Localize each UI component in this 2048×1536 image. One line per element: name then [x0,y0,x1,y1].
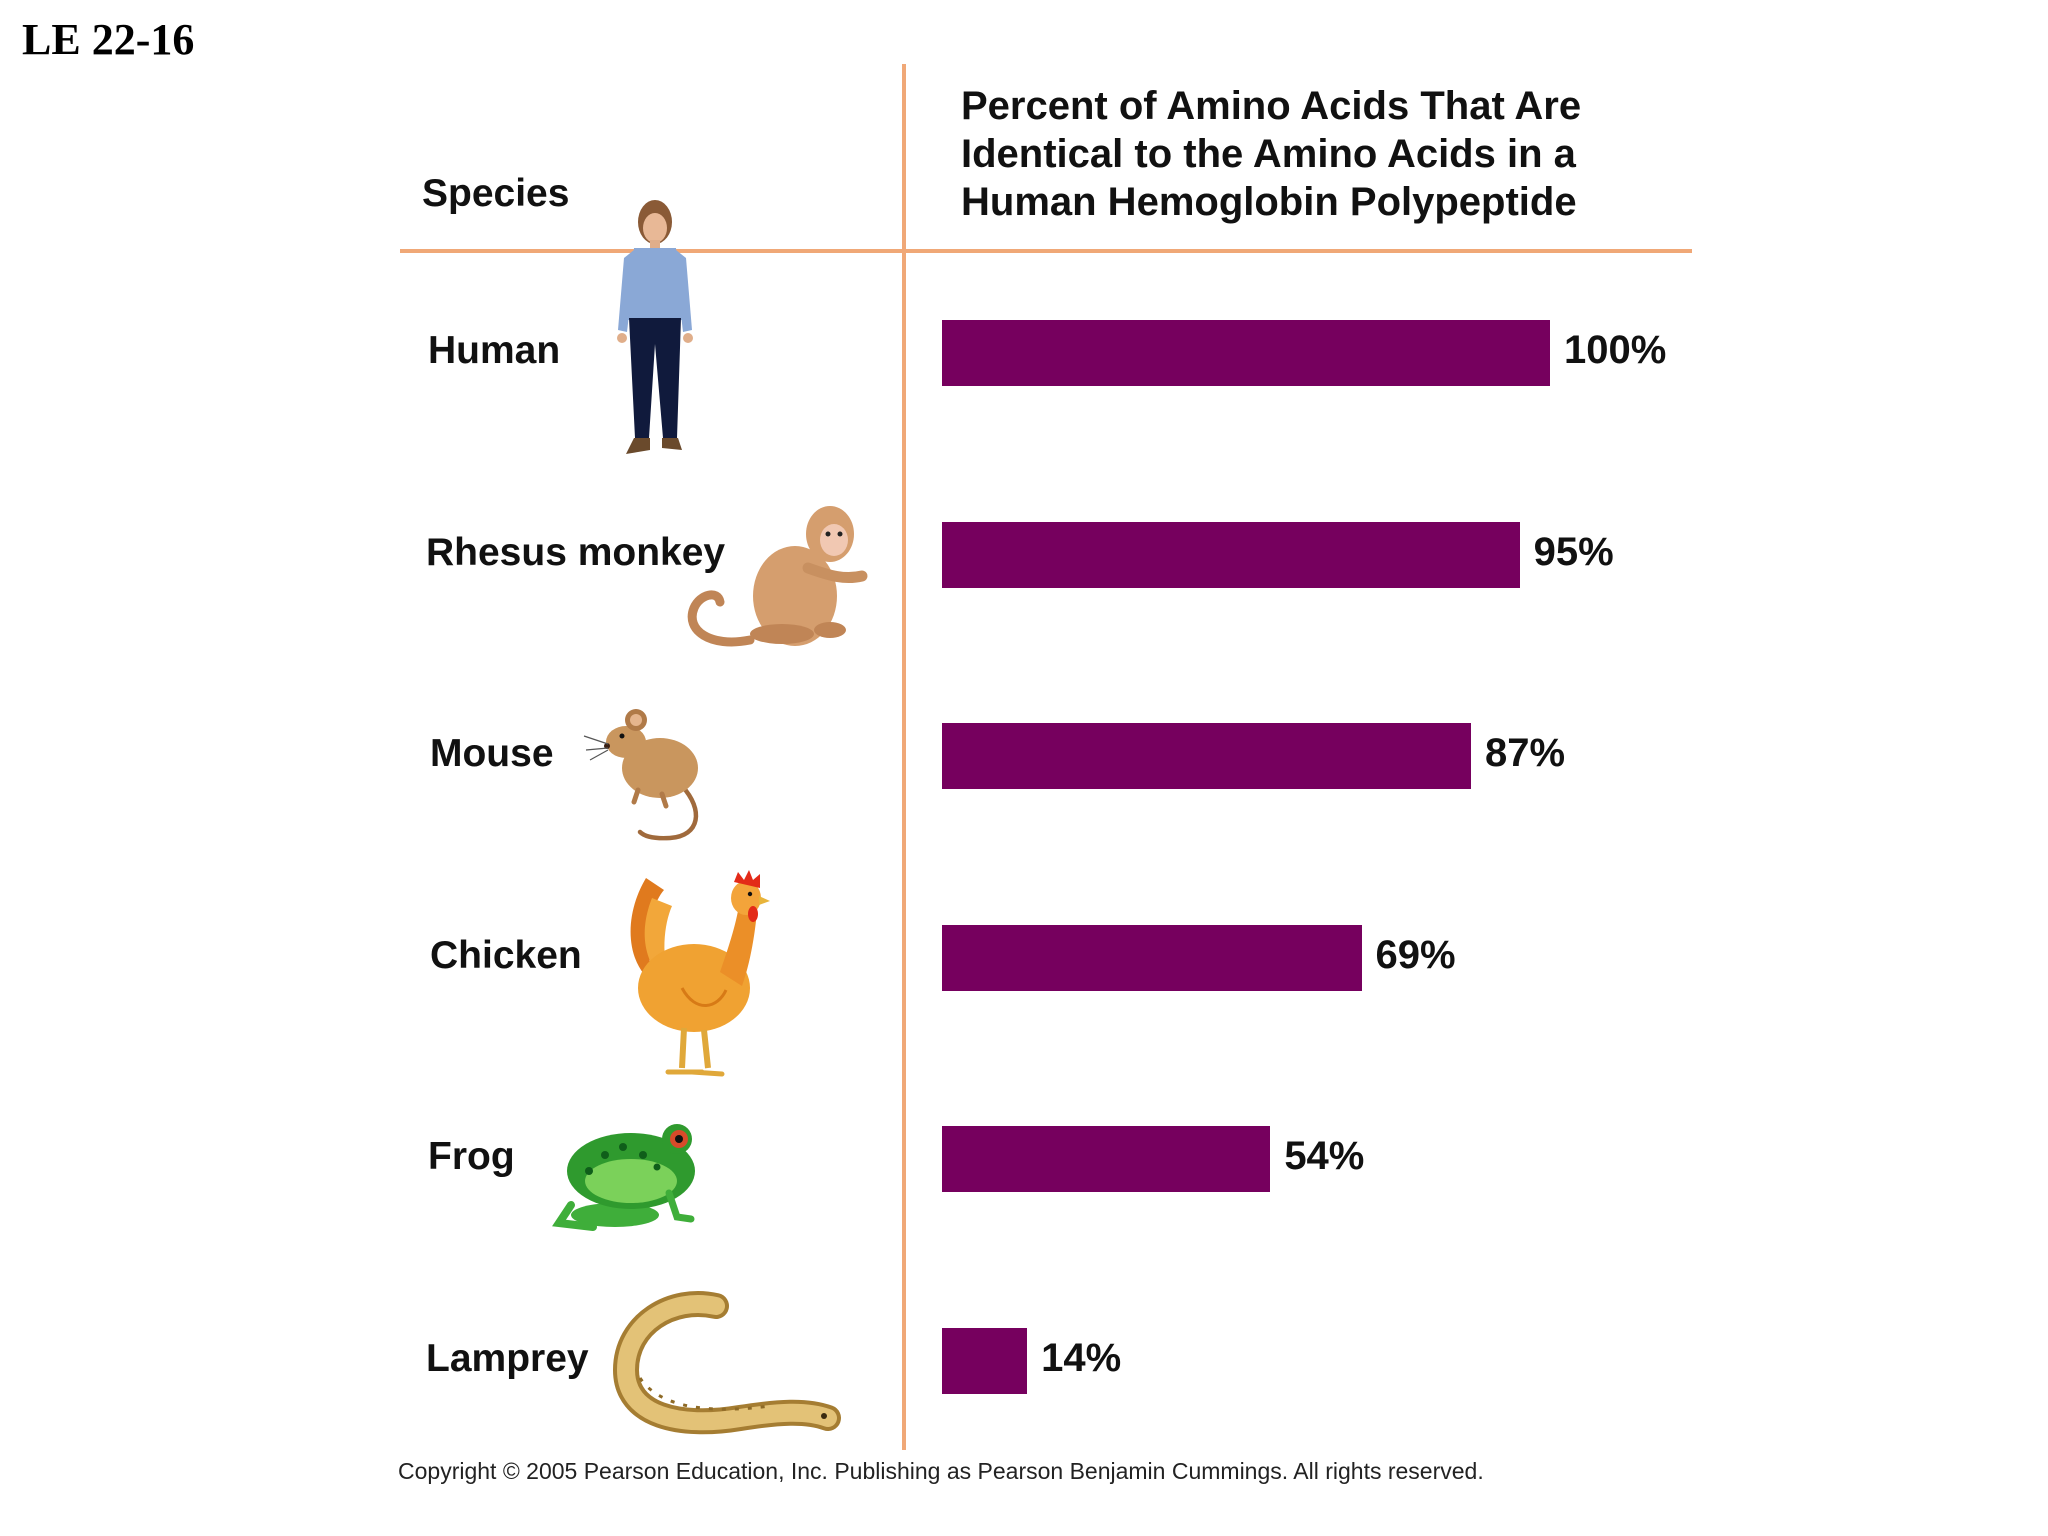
bar-chicken [942,924,1362,991]
value-label-rhesus-monkey: 95% [1533,529,1614,574]
column-divider [902,64,906,1450]
species-label-mouse: Mouse [430,732,554,775]
bar-frog [942,1126,1271,1192]
copyright-notice: Copyright © 2005 Pearson Education, Inc.… [398,1458,1484,1484]
value-label-lamprey: 14% [1041,1335,1122,1380]
chicken-icon [630,870,770,1077]
bar-mouse [942,723,1471,789]
bar-rhesus-monkey [942,521,1520,588]
human-icon [617,200,693,454]
rhesus-monkey-icon [687,506,868,647]
species-label-chicken: Chicken [430,933,582,977]
value-label-mouse: 87% [1484,731,1566,775]
frog-icon [552,1124,695,1231]
lamprey-icon [612,1291,841,1435]
species-label-rhesus-monkey: Rhesus monkey [426,530,726,574]
value-header-line-3: Human Hemoglobin Polypeptide [961,180,1577,224]
value-column-header: Percent of Amino Acids That Are Identica… [961,82,1721,226]
mouse-icon [583,709,699,841]
slide-label: LE 22-16 [22,15,195,64]
species-column-header: Species [422,172,570,215]
value-header-line-1: Percent of Amino Acids That Are [961,84,1582,128]
value-label-chicken: 69% [1375,932,1456,977]
bar-human [942,320,1550,386]
species-label-human: Human [428,329,561,372]
value-label-human: 100% [1564,328,1667,372]
bar-lamprey [942,1327,1028,1394]
value-header-line-2: Identical to the Amino Acids in a [961,132,1576,176]
value-label-frog: 54% [1284,1134,1365,1178]
species-label-frog: Frog [428,1135,515,1178]
species-label-lamprey: Lamprey [426,1336,589,1380]
header-divider [400,249,1692,253]
